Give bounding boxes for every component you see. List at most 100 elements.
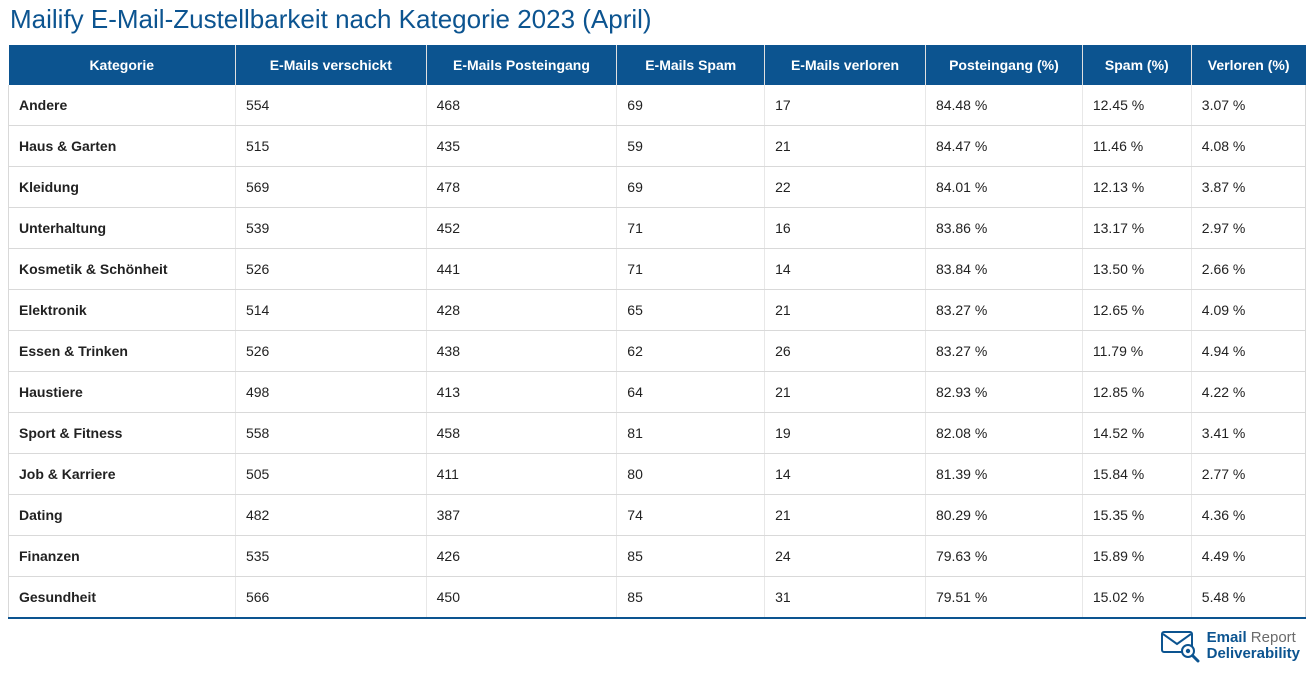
table-cell: 80 bbox=[617, 454, 765, 495]
table-cell: 482 bbox=[235, 495, 426, 536]
table-cell: 505 bbox=[235, 454, 426, 495]
table-cell: 452 bbox=[426, 208, 617, 249]
table-cell: 85 bbox=[617, 536, 765, 577]
table-header-cell: E-Mails Posteingang bbox=[426, 45, 617, 85]
table-cell: 2.66 % bbox=[1191, 249, 1305, 290]
table-cell: Sport & Fitness bbox=[9, 413, 236, 454]
table-cell: 428 bbox=[426, 290, 617, 331]
table-cell: 4.22 % bbox=[1191, 372, 1305, 413]
table-cell: 84.47 % bbox=[925, 126, 1082, 167]
table-cell: Haus & Garten bbox=[9, 126, 236, 167]
table-cell: 12.45 % bbox=[1082, 85, 1191, 126]
table-cell: 13.17 % bbox=[1082, 208, 1191, 249]
table-row: Elektronik514428652183.27 %12.65 %4.09 % bbox=[9, 290, 1306, 331]
table-row: Gesundheit566450853179.51 %15.02 %5.48 % bbox=[9, 577, 1306, 619]
table-row: Kosmetik & Schönheit526441711483.84 %13.… bbox=[9, 249, 1306, 290]
table-cell: 22 bbox=[765, 167, 926, 208]
table-body: Andere554468691784.48 %12.45 %3.07 %Haus… bbox=[9, 85, 1306, 618]
table-cell: Unterhaltung bbox=[9, 208, 236, 249]
table-cell: Finanzen bbox=[9, 536, 236, 577]
table-cell: 14 bbox=[765, 454, 926, 495]
table-cell: 478 bbox=[426, 167, 617, 208]
table-cell: 69 bbox=[617, 167, 765, 208]
table-cell: 450 bbox=[426, 577, 617, 619]
table-cell: 15.02 % bbox=[1082, 577, 1191, 619]
table-cell: 539 bbox=[235, 208, 426, 249]
table-cell: Kleidung bbox=[9, 167, 236, 208]
table-cell: 514 bbox=[235, 290, 426, 331]
table-cell: 74 bbox=[617, 495, 765, 536]
table-cell: 4.49 % bbox=[1191, 536, 1305, 577]
table-cell: 387 bbox=[426, 495, 617, 536]
table-cell: 458 bbox=[426, 413, 617, 454]
table-header-cell: E-Mails verloren bbox=[765, 45, 926, 85]
table-cell: 426 bbox=[426, 536, 617, 577]
table-cell: 85 bbox=[617, 577, 765, 619]
table-cell: Dating bbox=[9, 495, 236, 536]
table-cell: 26 bbox=[765, 331, 926, 372]
table-cell: Andere bbox=[9, 85, 236, 126]
data-table: KategorieE-Mails verschicktE-Mails Poste… bbox=[8, 45, 1306, 619]
table-cell: 82.93 % bbox=[925, 372, 1082, 413]
table-cell: 2.97 % bbox=[1191, 208, 1305, 249]
table-cell: 84.48 % bbox=[925, 85, 1082, 126]
table-row: Unterhaltung539452711683.86 %13.17 %2.97… bbox=[9, 208, 1306, 249]
table-cell: 3.07 % bbox=[1191, 85, 1305, 126]
table-cell: 17 bbox=[765, 85, 926, 126]
table-cell: 81.39 % bbox=[925, 454, 1082, 495]
table-row: Haus & Garten515435592184.47 %11.46 %4.0… bbox=[9, 126, 1306, 167]
table-row: Haustiere498413642182.93 %12.85 %4.22 % bbox=[9, 372, 1306, 413]
table-cell: 21 bbox=[765, 372, 926, 413]
table-cell: 526 bbox=[235, 331, 426, 372]
table-header-cell: Verloren (%) bbox=[1191, 45, 1305, 85]
table-cell: 14.52 % bbox=[1082, 413, 1191, 454]
table-cell: 79.63 % bbox=[925, 536, 1082, 577]
table-cell: 84.01 % bbox=[925, 167, 1082, 208]
logo-text: Email Report Deliverability bbox=[1207, 630, 1300, 662]
table-cell: 526 bbox=[235, 249, 426, 290]
table-cell: 569 bbox=[235, 167, 426, 208]
table-row: Kleidung569478692284.01 %12.13 %3.87 % bbox=[9, 167, 1306, 208]
table-cell: 4.36 % bbox=[1191, 495, 1305, 536]
table-cell: 14 bbox=[765, 249, 926, 290]
table-cell: Essen & Trinken bbox=[9, 331, 236, 372]
table-cell: 59 bbox=[617, 126, 765, 167]
table-cell: 11.46 % bbox=[1082, 126, 1191, 167]
table-cell: 65 bbox=[617, 290, 765, 331]
table-cell: 82.08 % bbox=[925, 413, 1082, 454]
table-cell: 12.65 % bbox=[1082, 290, 1191, 331]
table-row: Finanzen535426852479.63 %15.89 %4.49 % bbox=[9, 536, 1306, 577]
table-cell: 435 bbox=[426, 126, 617, 167]
table-row: Essen & Trinken526438622683.27 %11.79 %4… bbox=[9, 331, 1306, 372]
page-title: Mailify E-Mail-Zustellbarkeit nach Kateg… bbox=[8, 0, 1306, 45]
table-cell: 21 bbox=[765, 495, 926, 536]
table-cell: 11.79 % bbox=[1082, 331, 1191, 372]
table-cell: 438 bbox=[426, 331, 617, 372]
table-cell: 81 bbox=[617, 413, 765, 454]
table-row: Andere554468691784.48 %12.45 %3.07 % bbox=[9, 85, 1306, 126]
table-cell: 16 bbox=[765, 208, 926, 249]
table-row: Job & Karriere505411801481.39 %15.84 %2.… bbox=[9, 454, 1306, 495]
table-cell: 4.94 % bbox=[1191, 331, 1305, 372]
table-cell: 4.09 % bbox=[1191, 290, 1305, 331]
logo-line1-a: Email bbox=[1207, 629, 1247, 646]
table-cell: 62 bbox=[617, 331, 765, 372]
table-cell: 15.89 % bbox=[1082, 536, 1191, 577]
table-cell: 19 bbox=[765, 413, 926, 454]
table-cell: 15.84 % bbox=[1082, 454, 1191, 495]
table-cell: 411 bbox=[426, 454, 617, 495]
table-cell: 15.35 % bbox=[1082, 495, 1191, 536]
logo-line2: Deliverability bbox=[1207, 646, 1300, 662]
table-cell: 31 bbox=[765, 577, 926, 619]
table-cell: 441 bbox=[426, 249, 617, 290]
logo-line1-b: Report bbox=[1247, 629, 1296, 646]
table-cell: 558 bbox=[235, 413, 426, 454]
table-cell: 64 bbox=[617, 372, 765, 413]
table-cell: 566 bbox=[235, 577, 426, 619]
table-cell: 71 bbox=[617, 208, 765, 249]
table-cell: 12.85 % bbox=[1082, 372, 1191, 413]
table-header-cell: Kategorie bbox=[9, 45, 236, 85]
table-cell: 13.50 % bbox=[1082, 249, 1191, 290]
table-cell: 498 bbox=[235, 372, 426, 413]
table-cell: 69 bbox=[617, 85, 765, 126]
